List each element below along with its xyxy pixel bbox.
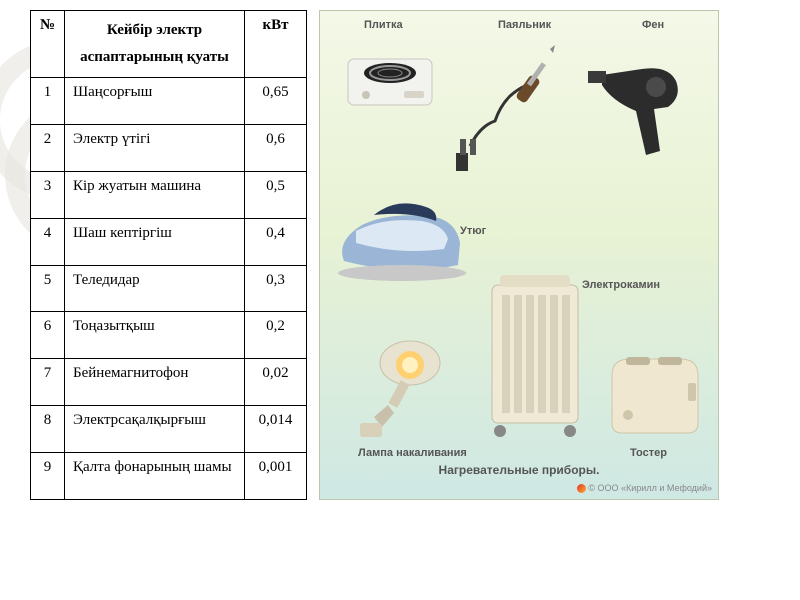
- cell-val: 0,02: [245, 359, 307, 406]
- cell-num: 8: [31, 406, 65, 453]
- iron-icon: [326, 181, 476, 291]
- content-row: № Кейбір электр аспаптарының қуаты кВт 1…: [30, 10, 719, 500]
- cell-val: 0,2: [245, 312, 307, 359]
- cell-val: 0,014: [245, 406, 307, 453]
- solder-icon: [450, 31, 580, 181]
- cell-name: Қалта фонарының шамы: [65, 453, 245, 500]
- table-row: 8Электрсақалқырғыш0,014: [31, 406, 307, 453]
- label-toster: Тостер: [630, 447, 667, 459]
- heater-icon: [478, 267, 598, 447]
- label-lampa: Лампа накаливания: [358, 447, 467, 459]
- cell-num: 6: [31, 312, 65, 359]
- cell-name: Бейнемагнитофон: [65, 359, 245, 406]
- table-row: 5Теледидар0,3: [31, 265, 307, 312]
- label-payalnik: Паяльник: [498, 19, 551, 31]
- panel-caption: Нагревательные приборы.: [320, 463, 718, 477]
- cell-name: Теледидар: [65, 265, 245, 312]
- cell-val: 0,65: [245, 78, 307, 125]
- cell-val: 0,3: [245, 265, 307, 312]
- panel-copyright: © ООО «Кирилл и Мефодий»: [577, 483, 712, 493]
- cooker-icon: [342, 37, 438, 113]
- table-row: 7Бейнемагнитофон0,02: [31, 359, 307, 406]
- cell-num: 9: [31, 453, 65, 500]
- copyright-text: © ООО «Кирилл и Мефодий»: [588, 483, 712, 493]
- table-row: 6Тоңазытқыш0,2: [31, 312, 307, 359]
- label-plitka: Плитка: [364, 19, 403, 31]
- table-row: 3Кір жуатын машина0,5: [31, 171, 307, 218]
- table-row: 9Қалта фонарының шамы0,001: [31, 453, 307, 500]
- table-row: 4Шаш кептіргіш0,4: [31, 218, 307, 265]
- hairdryer-icon: [582, 39, 712, 169]
- lamp-icon: [338, 327, 468, 447]
- cell-name: Шаңсорғыш: [65, 78, 245, 125]
- power-table: № Кейбір электр аспаптарының қуаты кВт 1…: [30, 10, 307, 500]
- cell-name: Электр үтігі: [65, 124, 245, 171]
- cell-val: 0,6: [245, 124, 307, 171]
- cell-num: 3: [31, 171, 65, 218]
- cell-num: 2: [31, 124, 65, 171]
- toaster-icon: [600, 347, 710, 447]
- cell-name: Кір жуатын машина: [65, 171, 245, 218]
- table-body: 1Шаңсорғыш0,652Электр үтігі0,63Кір жуаты…: [31, 78, 307, 500]
- col-unit: кВт: [245, 11, 307, 78]
- cell-name: Тоңазытқыш: [65, 312, 245, 359]
- cell-num: 1: [31, 78, 65, 125]
- table-row: 1Шаңсорғыш0,65: [31, 78, 307, 125]
- cell-num: 4: [31, 218, 65, 265]
- table-row: 2Электр үтігі0,6: [31, 124, 307, 171]
- cell-val: 0,4: [245, 218, 307, 265]
- table-header-row: № Кейбір электр аспаптарының қуаты кВт: [31, 11, 307, 78]
- cell-name: Электрсақалқырғыш: [65, 406, 245, 453]
- cell-name: Шаш кептіргіш: [65, 218, 245, 265]
- label-fen: Фен: [642, 19, 664, 31]
- col-name: Кейбір электр аспаптарының қуаты: [65, 11, 245, 78]
- logo-icon: [577, 484, 586, 493]
- cell-val: 0,001: [245, 453, 307, 500]
- col-num: №: [31, 11, 65, 78]
- cell-num: 5: [31, 265, 65, 312]
- cell-val: 0,5: [245, 171, 307, 218]
- cell-num: 7: [31, 359, 65, 406]
- appliance-panel: Плитка Паяльник Фен Утюг: [319, 10, 719, 500]
